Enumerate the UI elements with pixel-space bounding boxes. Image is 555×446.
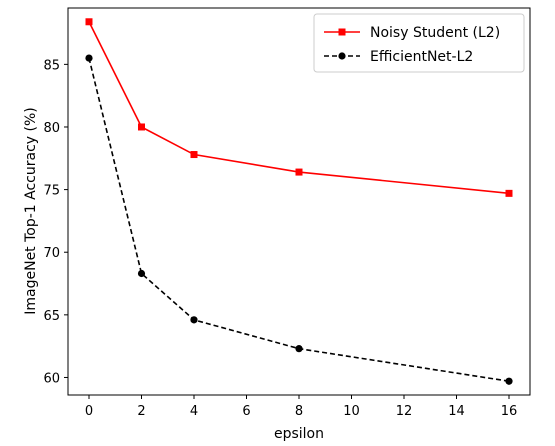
legend-marker-circle bbox=[338, 52, 346, 60]
legend-entry-efficientnet: EfficientNet-L2 bbox=[324, 49, 473, 65]
y-tick-label: 80 bbox=[43, 121, 60, 136]
y-axis-label: ImageNet Top-1 Accuracy (%) bbox=[23, 107, 39, 315]
data-point-circle bbox=[295, 345, 303, 353]
x-tick-label: 0 bbox=[85, 404, 93, 419]
x-tick-label: 12 bbox=[396, 404, 413, 419]
data-point-circle bbox=[505, 377, 513, 385]
y-tick-label: 65 bbox=[43, 309, 60, 324]
y-tick-label: 70 bbox=[43, 246, 60, 261]
x-tick-label: 16 bbox=[501, 404, 518, 419]
y-tick-label: 60 bbox=[43, 371, 60, 386]
x-tick-label: 4 bbox=[190, 404, 198, 419]
data-point-square bbox=[295, 168, 303, 176]
x-axis-label: epsilon bbox=[274, 426, 324, 442]
data-point-square bbox=[190, 151, 198, 159]
x-tick-label: 14 bbox=[448, 404, 465, 419]
data-point-circle bbox=[137, 269, 146, 278]
legend: Noisy Student (L2) EfficientNet-L2 bbox=[313, 13, 525, 73]
legend-label-efficientnet: EfficientNet-L2 bbox=[370, 49, 473, 65]
x-tick-label: 8 bbox=[295, 404, 303, 419]
legend-frame bbox=[313, 13, 525, 73]
legend-entry-noisy-student: Noisy Student (L2) bbox=[324, 25, 500, 41]
y-tick-label: 75 bbox=[43, 184, 60, 199]
data-point-square bbox=[505, 189, 513, 197]
data-point-circle bbox=[85, 54, 93, 62]
legend-marker-square bbox=[338, 28, 346, 36]
y-tick-label: 85 bbox=[43, 58, 60, 73]
x-tick-label: 2 bbox=[137, 404, 145, 419]
legend-label-noisy-student: Noisy Student (L2) bbox=[370, 25, 500, 41]
x-tick-label: 6 bbox=[242, 404, 250, 419]
data-point-square bbox=[85, 18, 93, 26]
series-line-1 bbox=[88, 57, 510, 383]
data-point-square bbox=[138, 123, 145, 131]
data-point-circle bbox=[190, 316, 198, 324]
x-tick-label: 10 bbox=[343, 404, 360, 419]
